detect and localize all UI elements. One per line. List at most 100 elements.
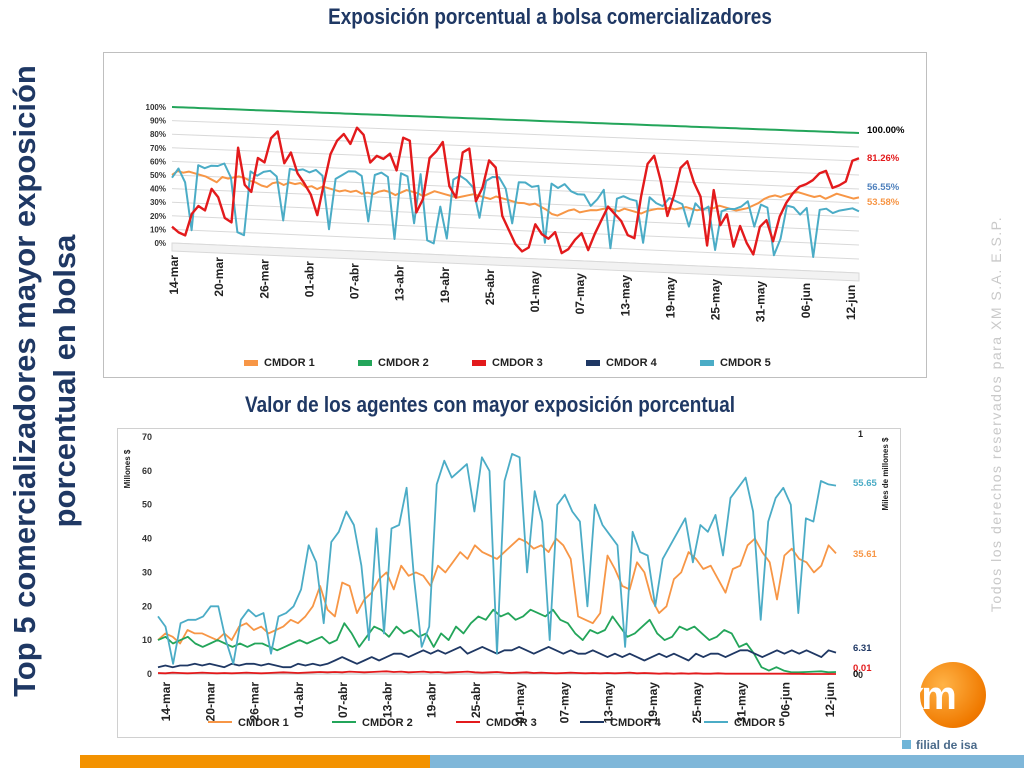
top-x-label: 26-mar xyxy=(257,259,271,299)
bottom-series-line-cmdor-2 xyxy=(157,608,837,674)
top-gridline-70 xyxy=(171,147,860,176)
bottom-x-label: 07-abr xyxy=(336,682,350,718)
bottom-x-label: 13-abr xyxy=(380,682,394,718)
bottom-ytick-left: 50 xyxy=(142,500,152,510)
bottom-legend-label: CMDOR 4 xyxy=(610,717,662,729)
top-ytick-label: 50% xyxy=(150,171,166,180)
top-chart-panel: 100% 90% 80% 70% 60% 50% 40% 30% 20% 10% 0% 14-mar 2… xyxy=(103,52,927,378)
bottom-end-label: 55.65 xyxy=(853,478,877,489)
top-legend-swatch xyxy=(700,360,714,366)
top-floor xyxy=(171,242,860,282)
top-gridline-30 xyxy=(171,201,860,232)
top-legend-label: CMDOR 5 xyxy=(720,357,771,369)
top-gridline-90 xyxy=(171,120,860,148)
top-x-label: 07-may xyxy=(573,273,587,315)
top-x-label: 19-abr xyxy=(438,267,452,303)
bottom-x-label: 20-mar xyxy=(203,682,217,722)
bar-segment-white xyxy=(0,755,80,768)
bottom-x-label: 19-abr xyxy=(425,682,439,718)
bottom-ytick-left: 0 xyxy=(147,669,152,679)
top-x-label: 31-may xyxy=(754,281,768,323)
bottom-ytick-left: 10 xyxy=(142,635,152,645)
bottom-x-label: 31-may xyxy=(734,682,748,724)
bottom-ylabel-right: Miles de millones $ xyxy=(881,437,890,510)
top-legend-label: CMDOR 2 xyxy=(378,357,429,369)
bottom-end-label: 0.01 xyxy=(853,663,872,674)
top-ytick-label: 0% xyxy=(154,239,166,248)
bottom-end-label: 0 xyxy=(853,669,858,680)
bar-segment-orange xyxy=(80,755,430,768)
top-legend-swatch xyxy=(244,360,258,366)
top-gridline-50 xyxy=(171,174,860,204)
side-title-line2: porcentual en bolsa xyxy=(47,234,82,528)
top-chart-svg: 100% 90% 80% 70% 60% 50% 40% 30% 20% 10% 0%14-mar 2… xyxy=(146,103,906,369)
bottom-chart-title: Valor de los agentes con mayor exposició… xyxy=(245,392,735,417)
top-ytick-label: 80% xyxy=(150,130,166,139)
bottom-ytick-left: 20 xyxy=(142,601,152,611)
top-x-label: 14-mar xyxy=(167,255,181,295)
bottom-end-label: 35.61 xyxy=(853,549,877,560)
bottom-legend-label: CMDOR 1 xyxy=(238,717,289,729)
top-legend-swatch xyxy=(586,360,600,366)
top-ytick-label: 90% xyxy=(150,117,166,126)
top-x-label: 19-may xyxy=(663,277,677,319)
filial-label: filial de isa xyxy=(902,738,977,752)
bottom-ytick-left: 40 xyxy=(142,534,152,544)
bottom-x-label: 14-mar xyxy=(159,682,173,722)
top-x-label: 07-abr xyxy=(348,263,362,299)
logo-text: xm xyxy=(902,674,957,718)
side-title-line1: Top 5 comercializadores mayor exposición xyxy=(7,65,42,697)
top-x-label: 13-may xyxy=(618,275,632,317)
top-chart-title: Exposición porcentual a bolsa comerciali… xyxy=(328,4,772,29)
side-title: Top 5 comercializadores mayor exposición… xyxy=(5,51,115,711)
bar-segment-blue xyxy=(430,755,1024,768)
bottom-x-label: 19-may xyxy=(646,682,660,724)
top-x-label: 25-abr xyxy=(483,269,497,305)
bottom-x-label: 25-may xyxy=(690,682,704,724)
bottom-x-label: 07-may xyxy=(557,682,571,724)
bottom-x-label: 01-abr xyxy=(292,682,306,718)
top-x-label: 25-may xyxy=(709,279,723,321)
bottom-color-bar xyxy=(0,755,1024,768)
top-ytick-label: 40% xyxy=(150,185,166,194)
top-x-label: 13-abr xyxy=(393,265,407,301)
bottom-legend-label: CMDOR 5 xyxy=(734,717,785,729)
bottom-ylabel-left: Millones $ xyxy=(123,449,132,488)
top-end-label: 53.58% xyxy=(867,197,900,208)
top-ytick-label: 30% xyxy=(150,198,166,207)
top-ytick-label: 10% xyxy=(150,225,166,234)
filial-text: filial de isa xyxy=(916,738,978,752)
xm-logo: xm xyxy=(898,660,990,730)
bottom-x-label: 01-may xyxy=(513,682,527,724)
top-legend-label: CMDOR 1 xyxy=(264,357,315,369)
bottom-series-line-cmdor-3 xyxy=(157,670,836,675)
bottom-series-line-cmdor-1 xyxy=(157,537,837,645)
top-x-label: 01-abr xyxy=(302,261,316,297)
top-series-line-cmdor-2 xyxy=(171,106,860,134)
bottom-chart-panel: 70 60 50 40 30 20 10 0 Millones $1 0 Miles de mill… xyxy=(117,428,901,738)
top-ytick-label: 60% xyxy=(150,157,166,166)
top-legend-label: CMDOR 3 xyxy=(492,357,543,369)
bottom-x-label: 13-may xyxy=(602,682,616,724)
top-legend-label: CMDOR 4 xyxy=(606,357,658,369)
top-legend-swatch xyxy=(472,360,486,366)
top-ytick-label: 20% xyxy=(150,212,166,221)
bottom-ytick-left: 60 xyxy=(142,466,152,476)
top-end-label: 81.26% xyxy=(867,153,900,164)
top-x-label: 20-mar xyxy=(212,257,226,297)
bottom-x-label: 26-mar xyxy=(248,682,262,722)
bottom-ytick-right: 0 xyxy=(858,670,863,680)
logo-circle xyxy=(920,662,986,728)
bottom-ytick-left: 30 xyxy=(142,567,152,577)
top-end-label: 56.55% xyxy=(867,182,900,193)
top-x-label: 01-may xyxy=(528,271,542,313)
top-legend-swatch xyxy=(358,360,372,366)
bottom-x-label: 12-jun xyxy=(823,682,837,717)
bottom-x-label: 25-abr xyxy=(469,682,483,718)
bottom-ytick-left: 70 xyxy=(142,432,152,442)
copyright-text: Todos los derechos reservados para XM S.… xyxy=(988,215,1004,613)
top-ytick-label: 100% xyxy=(146,103,166,112)
top-series-line-cmdor-3 xyxy=(171,126,860,256)
filial-square-icon xyxy=(902,740,911,749)
